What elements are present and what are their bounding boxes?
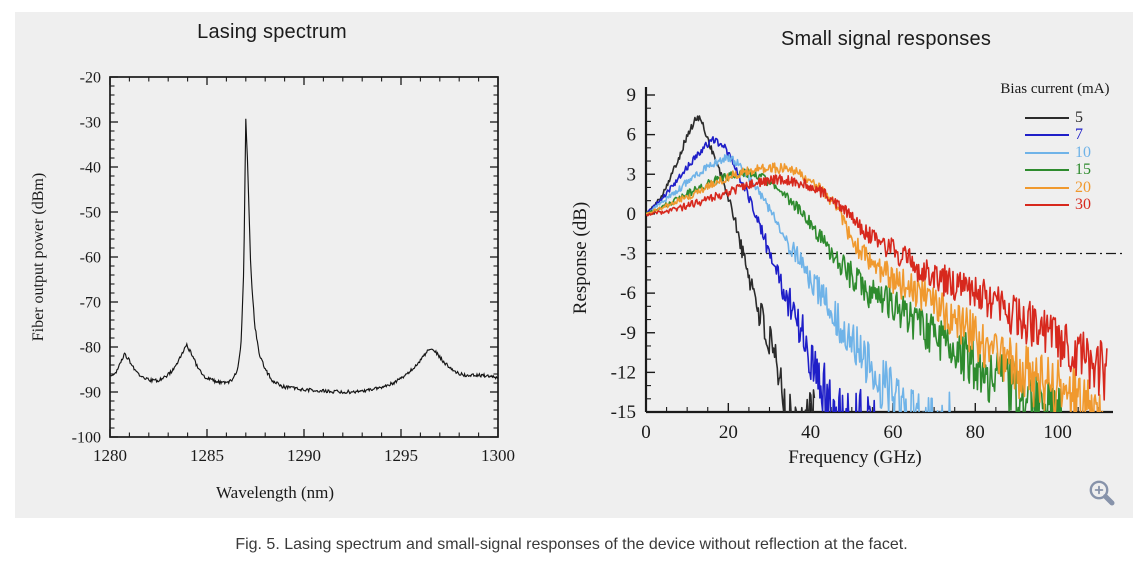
legend-entry-label: 5: [1075, 108, 1083, 126]
svg-text:100: 100: [1043, 422, 1072, 443]
right-chart-title: Small signal responses: [780, 28, 992, 50]
svg-text:-80: -80: [80, 340, 101, 357]
legend-entry: 10: [985, 144, 1125, 162]
legend-entry: 5: [985, 109, 1125, 127]
svg-text:1300: 1300: [481, 446, 515, 465]
left-chart-title: Lasing spectrum: [197, 21, 347, 43]
svg-text:-20: -20: [80, 70, 101, 87]
svg-text:-40: -40: [80, 160, 101, 177]
legend-entry-label: 10: [1075, 143, 1091, 161]
figure-panel: [15, 12, 1133, 518]
lasing-spectrum-chart: 1280 1285 1290 1295 1300 -20 -30 -40 -50 -60 -70 -8…: [72, 70, 515, 466]
svg-text:-60: -60: [80, 250, 101, 267]
legend-line-swatch: [1025, 186, 1069, 189]
svg-text:-15: -15: [611, 402, 636, 423]
legend-line-swatch: [1025, 204, 1069, 207]
legend-entry: 15: [985, 162, 1125, 180]
legend-line-swatch: [1025, 169, 1069, 172]
svg-text:40: 40: [801, 422, 820, 443]
legend-entry-label: 30: [1075, 196, 1091, 214]
svg-text:-70: -70: [80, 295, 101, 312]
svg-text:60: 60: [883, 422, 902, 443]
svg-text:-90: -90: [80, 385, 101, 402]
right-y-axis-label: Response (dB): [570, 201, 591, 315]
legend-entry: 30: [985, 197, 1125, 215]
svg-text:-12: -12: [611, 362, 636, 383]
figure-caption: Fig. 5. Lasing spectrum and small-signal…: [235, 536, 908, 553]
svg-text:1290: 1290: [287, 446, 321, 465]
left-y-axis-label: Fiber output power (dBm): [30, 172, 47, 342]
svg-text:-50: -50: [80, 205, 101, 222]
svg-text:0: 0: [641, 422, 651, 443]
legend-line-swatch: [1025, 116, 1069, 119]
svg-text:80: 80: [966, 422, 985, 443]
svg-text:1280: 1280: [93, 446, 127, 465]
legend-entry: 7: [985, 127, 1125, 145]
legend-entries: 5 7 10 15 20 30: [985, 109, 1125, 214]
svg-text:-100: -100: [72, 430, 101, 447]
svg-text:-6: -6: [620, 283, 636, 304]
legend-line-swatch: [1025, 151, 1069, 154]
svg-text:-9: -9: [620, 323, 636, 344]
svg-text:9: 9: [627, 85, 637, 106]
zoom-in-icon[interactable]: [1086, 477, 1118, 509]
legend-title: Bias current (mA): [1000, 81, 1110, 97]
legend-entry-label: 7: [1075, 126, 1083, 144]
legend-entry: 20: [985, 179, 1125, 197]
svg-text:0: 0: [627, 204, 637, 225]
svg-text:3: 3: [627, 164, 637, 185]
right-x-axis-label: Frequency (GHz): [788, 447, 922, 468]
svg-text:-3: -3: [620, 244, 636, 265]
legend-entry-label: 20: [1075, 178, 1091, 196]
svg-text:1295: 1295: [384, 446, 418, 465]
legend-entry-label: 15: [1075, 161, 1091, 179]
legend: Bias current (mA) 5 7 10 15 20 30: [985, 80, 1125, 214]
left-x-axis-label: Wavelength (nm): [215, 483, 335, 502]
svg-text:1285: 1285: [190, 446, 224, 465]
svg-text:20: 20: [719, 422, 738, 443]
svg-text:-30: -30: [80, 115, 101, 132]
legend-line-swatch: [1025, 134, 1069, 137]
svg-text:6: 6: [627, 125, 637, 146]
